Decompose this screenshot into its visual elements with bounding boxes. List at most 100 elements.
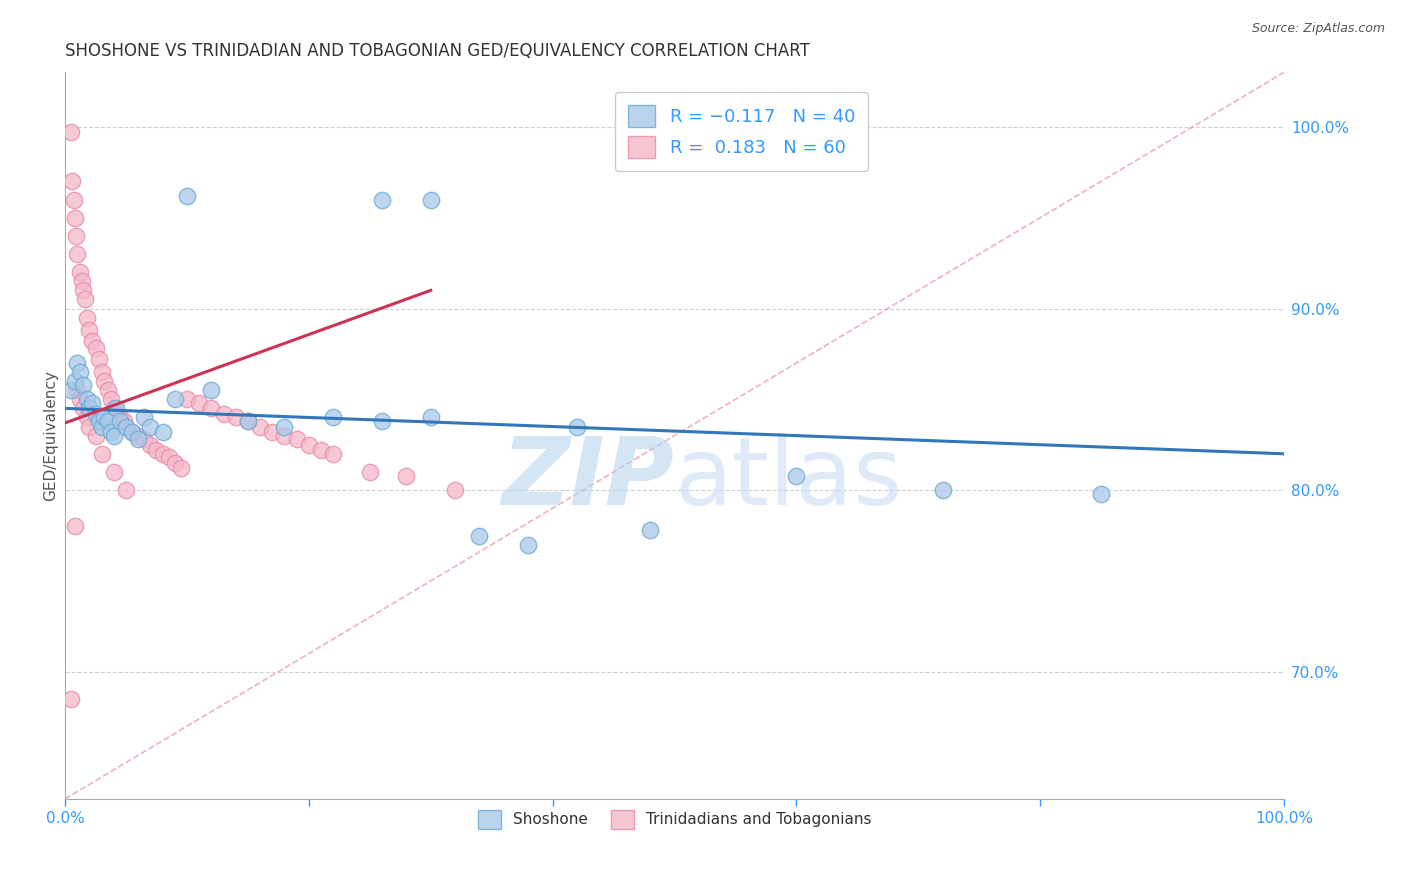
Y-axis label: GED/Equivalency: GED/Equivalency: [44, 370, 58, 501]
Point: [79, 323, 101, 337]
Point: [139, 419, 162, 434]
Text: atlas: atlas: [675, 434, 903, 525]
Point: [309, 443, 332, 458]
Point: [72, 284, 94, 298]
Point: [100, 392, 122, 407]
Point: [176, 189, 198, 203]
Point: [285, 432, 308, 446]
Point: [66, 356, 89, 370]
Point: [69, 265, 91, 279]
Point: [93, 410, 115, 425]
Point: [157, 450, 180, 465]
Point: [152, 425, 174, 439]
Point: [73, 293, 96, 307]
Point: [76, 410, 98, 425]
Point: [62, 193, 84, 207]
Point: [785, 468, 807, 483]
Point: [273, 419, 295, 434]
Point: [60, 692, 83, 706]
Point: [371, 193, 394, 207]
Point: [444, 483, 467, 497]
Point: [89, 352, 111, 367]
Point: [638, 523, 661, 537]
Legend: Shoshone, Trinidadians and Tobagonians: Shoshone, Trinidadians and Tobagonians: [471, 804, 877, 835]
Point: [63, 374, 86, 388]
Point: [105, 401, 128, 416]
Point: [200, 383, 222, 397]
Point: [69, 365, 91, 379]
Point: [468, 528, 491, 542]
Point: [1090, 487, 1112, 501]
Point: [70, 274, 93, 288]
Text: ZIP: ZIP: [502, 434, 675, 525]
Point: [76, 310, 98, 325]
Point: [236, 414, 259, 428]
Point: [90, 365, 112, 379]
Point: [419, 410, 441, 425]
Point: [108, 410, 131, 425]
Point: [90, 447, 112, 461]
Point: [188, 396, 211, 410]
Point: [115, 483, 138, 497]
Point: [236, 414, 259, 428]
Point: [76, 392, 98, 407]
Point: [90, 419, 112, 434]
Point: [60, 125, 83, 139]
Point: [565, 419, 588, 434]
Point: [65, 228, 87, 243]
Point: [84, 342, 107, 356]
Point: [100, 425, 122, 439]
Point: [115, 419, 138, 434]
Point: [134, 432, 156, 446]
Point: [139, 438, 162, 452]
Point: [121, 425, 143, 439]
Point: [84, 428, 107, 442]
Point: [152, 447, 174, 461]
Point: [112, 414, 135, 428]
Point: [170, 461, 193, 475]
Point: [97, 414, 120, 428]
Point: [103, 401, 125, 416]
Point: [163, 456, 186, 470]
Point: [63, 211, 86, 225]
Point: [225, 410, 247, 425]
Point: [72, 401, 94, 416]
Point: [322, 410, 344, 425]
Point: [931, 483, 953, 497]
Point: [121, 425, 143, 439]
Point: [93, 374, 115, 388]
Point: [200, 401, 222, 416]
Point: [262, 425, 284, 439]
Point: [163, 392, 186, 407]
Point: [60, 383, 83, 397]
Point: [79, 419, 101, 434]
Point: [298, 438, 321, 452]
Point: [66, 383, 89, 397]
Point: [212, 407, 235, 421]
Point: [273, 428, 295, 442]
Point: [105, 407, 128, 421]
Point: [69, 392, 91, 407]
Point: [66, 247, 89, 261]
Point: [103, 465, 125, 479]
Point: [517, 538, 540, 552]
Point: [97, 383, 120, 397]
Point: [145, 443, 167, 458]
Text: Source: ZipAtlas.com: Source: ZipAtlas.com: [1251, 22, 1385, 36]
Point: [115, 419, 138, 434]
Point: [127, 428, 149, 442]
Point: [63, 519, 86, 533]
Point: [419, 193, 441, 207]
Text: SHOSHONE VS TRINIDADIAN AND TOBAGONIAN GED/EQUIVALENCY CORRELATION CHART: SHOSHONE VS TRINIDADIAN AND TOBAGONIAN G…: [65, 42, 810, 60]
Point: [84, 407, 107, 421]
Point: [371, 414, 394, 428]
Point: [108, 414, 131, 428]
Point: [60, 174, 83, 188]
Point: [134, 410, 156, 425]
Point: [127, 432, 149, 446]
Point: [72, 377, 94, 392]
Point: [322, 447, 344, 461]
Point: [249, 419, 271, 434]
Point: [103, 428, 125, 442]
Point: [80, 334, 103, 349]
